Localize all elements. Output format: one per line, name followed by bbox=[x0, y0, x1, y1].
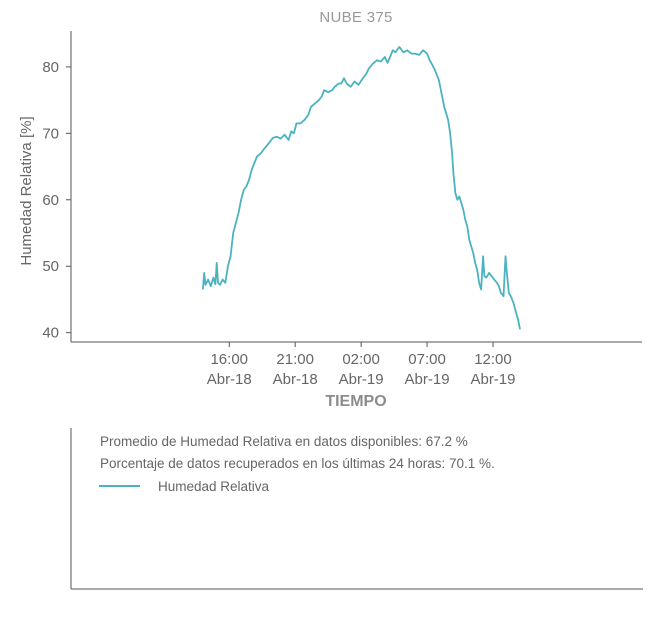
x-tick-label-time: 21:00 bbox=[276, 351, 314, 368]
average-text: Promedio de Humedad Relativa en datos di… bbox=[100, 434, 468, 449]
x-tick-label-date: Abr-18 bbox=[273, 371, 318, 388]
x-tick-label-date: Abr-19 bbox=[470, 371, 515, 388]
y-tick-label: 60 bbox=[42, 192, 59, 209]
legend-label: Humedad Relativa bbox=[158, 479, 270, 494]
x-tick-label-date: Abr-18 bbox=[207, 371, 252, 388]
x-tick-label-date: Abr-19 bbox=[339, 371, 384, 388]
y-tick-label: 70 bbox=[42, 125, 59, 142]
recovery-text: Porcentaje de datos recuperados en los ú… bbox=[100, 456, 495, 471]
x-tick-label-date: Abr-19 bbox=[405, 371, 450, 388]
y-axis-ticks: 40 50 60 70 80 bbox=[42, 59, 71, 342]
x-axis-label: TIEMPO bbox=[325, 393, 386, 410]
series-line-humedad-relativa bbox=[201, 46, 521, 330]
x-tick-label-time: 07:00 bbox=[408, 351, 446, 368]
y-tick-label: 80 bbox=[42, 59, 59, 76]
plot-area bbox=[201, 46, 521, 330]
y-tick-label: 50 bbox=[42, 258, 59, 275]
chart-title: NUBE 375 bbox=[319, 9, 392, 26]
y-tick-label: 40 bbox=[42, 325, 59, 342]
x-axis-ticks: 16:00 Abr-18 21:00 Abr-18 02:00 Abr-19 07:00 Ab… bbox=[207, 342, 516, 388]
y-axis-label: Humedad Relativa [%] bbox=[18, 116, 35, 265]
x-tick-label-time: 02:00 bbox=[342, 351, 380, 368]
x-tick-label-time: 12:00 bbox=[474, 351, 512, 368]
x-tick-label-time: 16:00 bbox=[210, 351, 248, 368]
